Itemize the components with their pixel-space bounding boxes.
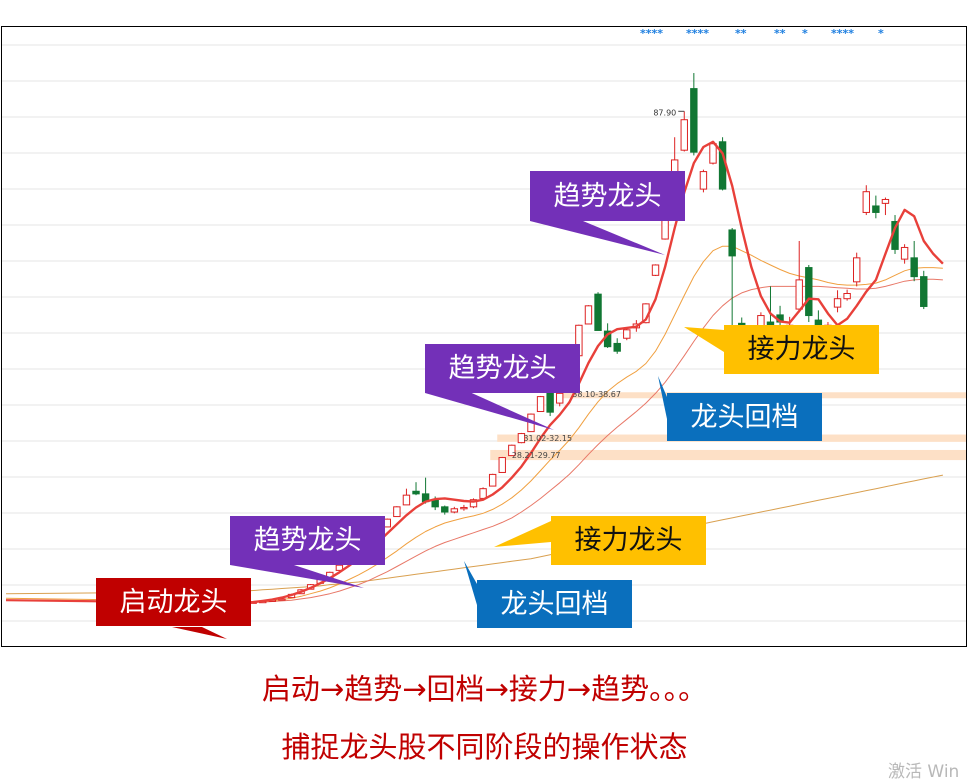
- callout-trend-leader-middle: 趋势龙头: [425, 344, 580, 393]
- candle-up: [536, 396, 545, 413]
- candle-up: [479, 488, 487, 499]
- candle-up: [853, 257, 861, 283]
- candle-up: [833, 298, 842, 308]
- candle-up: [393, 506, 401, 518]
- signal-stars: ****: [640, 27, 663, 40]
- callout-leader-pullback-low: 龙头回档: [477, 580, 632, 628]
- callout-pointer: [658, 376, 667, 419]
- callout-trend-leader-top: 趋势龙头: [530, 171, 685, 221]
- activation-watermark: 激活 Win: [888, 762, 960, 782]
- candle-down: [441, 506, 449, 513]
- signal-stars: *: [802, 27, 808, 40]
- candle-down: [805, 267, 813, 317]
- candle-down: [613, 342, 621, 352]
- callout-relay-leader-low: 接力龙头: [551, 516, 706, 565]
- candle-down: [690, 88, 698, 153]
- candle-up: [862, 191, 870, 213]
- callout-pointer: [684, 327, 724, 352]
- candle-down: [728, 229, 736, 257]
- candle-up: [469, 499, 478, 508]
- signal-stars: *: [878, 27, 884, 40]
- candle-up: [335, 564, 344, 571]
- candle-up: [508, 444, 516, 457]
- callout-relay-leader-top: 接力龙头: [724, 325, 879, 374]
- candle-up: [488, 473, 497, 487]
- candle-up: [795, 279, 803, 310]
- signal-stars: **: [774, 27, 786, 40]
- candle-down: [412, 490, 420, 495]
- candle-up: [900, 246, 909, 260]
- candle-down: [594, 293, 602, 331]
- candle-up: [402, 494, 411, 506]
- candle-down: [431, 499, 439, 508]
- candle-up: [709, 143, 717, 164]
- candle-up: [450, 508, 459, 513]
- callout-leader-pullback-top: 龙头回档: [667, 393, 822, 441]
- candle-down: [920, 276, 928, 307]
- support-zone-label: 38.10-38.67: [572, 390, 621, 399]
- caption-stages: 启动→趋势→回档→接力→趋势。。。: [261, 672, 708, 706]
- candle-up: [517, 433, 526, 444]
- signal-stars: ****: [686, 27, 709, 40]
- candle-up: [680, 119, 688, 151]
- candle-down: [872, 205, 880, 213]
- ma-secondary-line: [234, 245, 943, 603]
- candle-up: [699, 171, 708, 190]
- callout-trend-leader-low: 趋势龙头: [230, 516, 385, 565]
- ma-tertiary-line: [234, 278, 943, 603]
- callout-pointer: [494, 521, 551, 547]
- candle-up: [881, 198, 890, 204]
- candle-up: [661, 219, 669, 240]
- candle-down: [910, 257, 918, 278]
- candlestick-chart: 87.90 38.10-38.67 31.02-32.15 28.21-29.77 **…: [1, 26, 967, 647]
- support-zone-label: 28.21-29.77: [512, 451, 561, 460]
- candle-up: [556, 392, 564, 404]
- caption-description: 捕捉龙头股不同阶段的操作状态: [281, 730, 688, 764]
- signal-stars: ****: [831, 27, 854, 40]
- candle-up: [651, 264, 660, 276]
- candle-up: [584, 305, 593, 325]
- candle-up: [383, 518, 391, 528]
- candle-up: [278, 598, 286, 601]
- candle-up: [498, 457, 506, 473]
- candle-up: [623, 329, 631, 339]
- callout-pointer: [172, 627, 227, 639]
- candle-down: [546, 392, 554, 413]
- signal-stars: **: [735, 27, 747, 40]
- support-zone-label: 31.02-32.15: [523, 434, 572, 443]
- candle-up: [460, 506, 468, 510]
- callout-pointer: [464, 561, 477, 605]
- candle-up: [843, 293, 851, 300]
- peak-price-label: 87.90: [653, 108, 676, 117]
- support-zone-band: [490, 449, 966, 461]
- callout-startup-leader: 启动龙头: [96, 578, 251, 626]
